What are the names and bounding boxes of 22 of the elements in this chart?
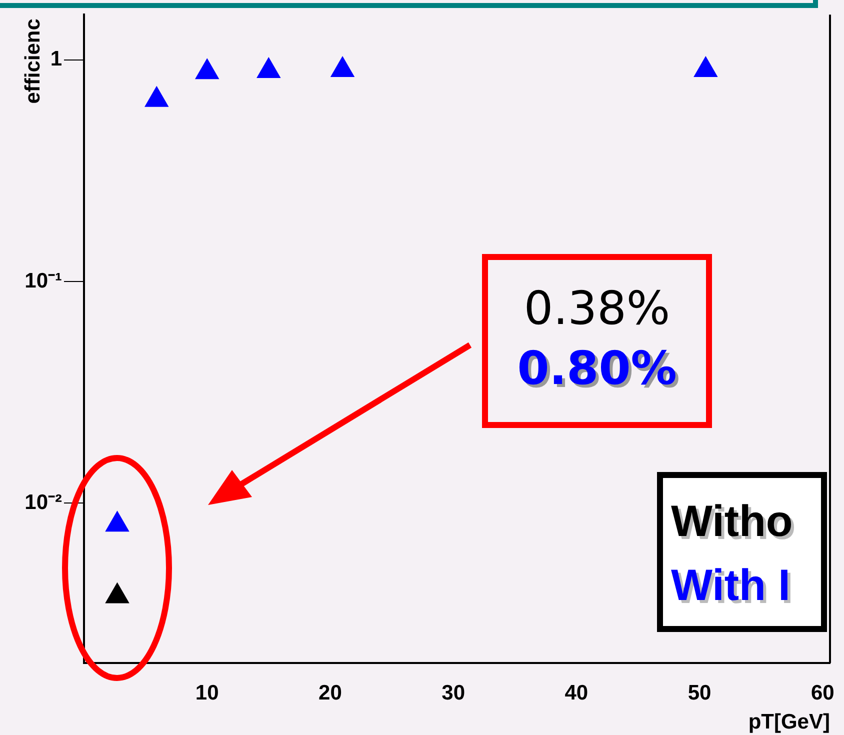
text: With I	[671, 560, 792, 612]
point	[105, 582, 129, 604]
point	[694, 56, 718, 77]
x-tick-label: 50	[688, 681, 712, 704]
y-tick-label: 1	[50, 48, 62, 71]
annotation: 0.80%	[516, 340, 678, 397]
point	[144, 86, 168, 107]
y-tick-label: 10⁻²	[24, 490, 62, 514]
y-tick-label: 10⁻¹	[24, 269, 62, 292]
text: Witho	[671, 496, 794, 548]
annotation: 0.38%	[522, 280, 672, 337]
x-axis-title: pT[GeV]	[748, 710, 830, 734]
x-tick-label: 40	[564, 681, 588, 704]
point	[330, 56, 354, 77]
point	[256, 58, 280, 78]
x-tick-label: 10	[195, 681, 219, 704]
x-tick-label: 30	[442, 681, 465, 704]
x-tick-label: 60	[810, 681, 834, 704]
point	[105, 511, 129, 532]
x-tick-label: 20	[318, 681, 342, 704]
point	[195, 58, 219, 80]
y-axis-title: efficienc	[21, 18, 44, 104]
